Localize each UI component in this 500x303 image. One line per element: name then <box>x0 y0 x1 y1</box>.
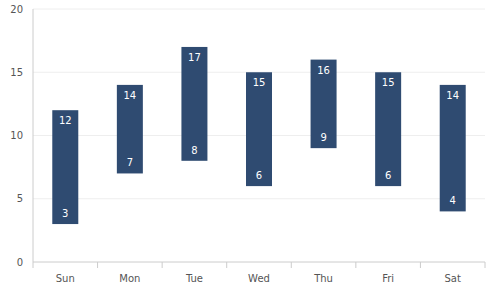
x-tick <box>420 262 421 268</box>
x-axis <box>33 262 485 263</box>
y-tick-label: 10 <box>10 130 23 141</box>
data-label: 9 <box>320 132 326 143</box>
data-label: 16 <box>317 65 330 76</box>
range-bar <box>311 60 337 149</box>
x-tick <box>355 262 356 268</box>
y-tick-label: 0 <box>17 257 23 268</box>
data-label: 12 <box>59 115 72 126</box>
chart: 0 5 10 15 20 Sun Mon Tue Wed Thu Fri Sat 12 3 14 7 17 8 15… <box>0 0 500 303</box>
x-tick <box>162 262 163 268</box>
x-tick-label: Tue <box>185 273 203 284</box>
range-bar <box>246 72 272 186</box>
x-tick <box>33 262 34 268</box>
x-tick-label: Mon <box>119 273 140 284</box>
y-tick-label: 5 <box>17 193 23 204</box>
range-bar <box>52 110 78 224</box>
data-label: 6 <box>256 170 262 181</box>
grid-line <box>33 198 485 199</box>
grid-line <box>33 9 485 10</box>
range-bar <box>440 85 466 211</box>
y-axis <box>33 9 34 262</box>
x-tick-label: Wed <box>248 273 270 284</box>
data-label: 14 <box>446 90 459 101</box>
data-label: 7 <box>127 157 133 168</box>
x-tick-label: Fri <box>382 273 394 284</box>
data-label: 17 <box>188 52 201 63</box>
data-label: 8 <box>191 145 197 156</box>
x-tick <box>226 262 227 268</box>
range-bar <box>375 72 401 186</box>
data-label: 6 <box>385 170 391 181</box>
x-tick-label: Sat <box>445 273 461 284</box>
data-label: 15 <box>382 77 395 88</box>
data-label: 4 <box>450 195 456 206</box>
data-label: 14 <box>123 90 136 101</box>
range-bar <box>117 85 143 174</box>
x-tick <box>291 262 292 268</box>
range-bar <box>181 47 207 161</box>
x-tick <box>485 262 486 268</box>
x-tick-label: Thu <box>313 273 333 284</box>
data-label: 15 <box>253 77 266 88</box>
y-tick-label: 15 <box>10 67 23 78</box>
bars <box>52 47 465 224</box>
data-label: 3 <box>62 208 68 219</box>
x-tick <box>97 262 98 268</box>
y-tick-label: 20 <box>10 4 23 15</box>
x-tick-label: Sun <box>56 273 75 284</box>
